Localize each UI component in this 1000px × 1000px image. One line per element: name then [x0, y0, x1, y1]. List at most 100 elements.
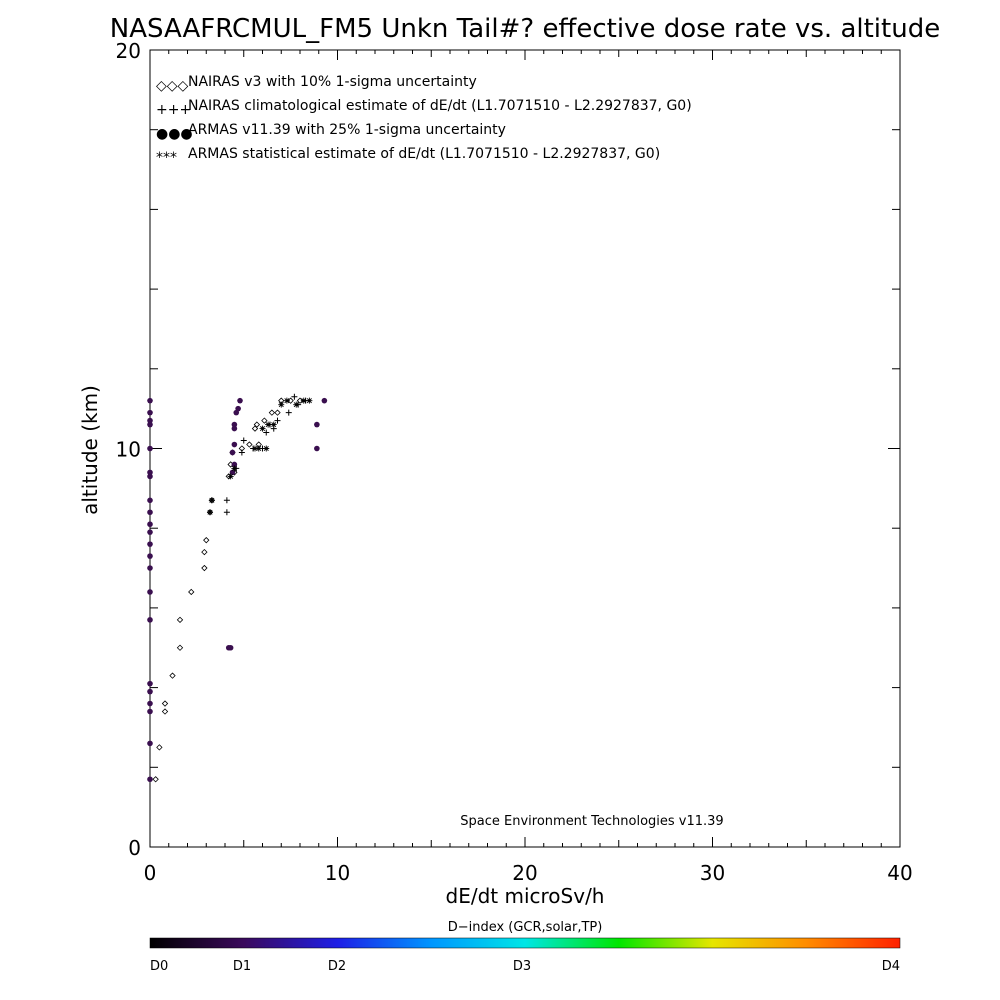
armas-point: [147, 776, 153, 783]
armas-statistical-point: [231, 465, 238, 472]
nairas-v3-point: [169, 672, 176, 679]
armas-point: [314, 421, 320, 428]
nairas-climatological-point: [291, 393, 298, 400]
armas-statistical-point: [207, 509, 213, 516]
armas-statistical-point: [255, 445, 262, 452]
armas-point: [147, 509, 153, 516]
armas-point: [237, 397, 243, 404]
nairas-v3-point: [188, 588, 195, 596]
legend-symbol: ◇◇◇: [156, 78, 189, 94]
x-tick-label: 10: [325, 861, 350, 885]
armas-statistical-point: [278, 401, 285, 408]
armas-statistical-point: [300, 397, 307, 404]
armas-point: [147, 529, 153, 535]
armas-point: [147, 445, 153, 452]
nairas-climatological-point: [285, 409, 292, 416]
credit-text: Space Environment Technologies v11.39: [460, 814, 723, 829]
nairas-v3-point: [246, 441, 253, 448]
legend-symbol: ***: [156, 150, 177, 166]
armas-point: [147, 589, 153, 595]
nairas-climatological-point: [238, 449, 245, 456]
armas-point: [147, 688, 153, 695]
colorbar-label: D2: [328, 959, 346, 974]
nairas-climatological-point: [274, 417, 281, 424]
y-tick-label: 20: [116, 39, 141, 63]
nairas-v3-point: [296, 397, 304, 404]
armas-point: [231, 441, 238, 448]
armas-statistical-point: [208, 497, 215, 504]
y-axis-label: altitude (km): [78, 385, 102, 515]
armas-point: [314, 445, 320, 452]
armas-point: [147, 541, 153, 547]
armas-point: [147, 421, 153, 428]
armas-statistical-point: [265, 421, 272, 428]
nairas-v3-point: [161, 708, 169, 715]
x-axis-label: dE/dt microSv/h: [446, 884, 605, 908]
armas-statistical-point: [263, 445, 270, 452]
armas-point: [147, 521, 153, 528]
y-tick-label: 0: [128, 836, 141, 860]
legend-entry: ARMAS v11.39 with 25% 1-sigma uncertaint…: [188, 122, 506, 138]
nairas-v3-point: [287, 397, 294, 404]
legend-symbol: ●●●: [156, 126, 193, 142]
axis-ticks: [149, 49, 901, 848]
nairas-v3-point: [176, 616, 184, 624]
armas-statistical-point: [283, 397, 290, 404]
armas-statistical-point: [270, 421, 277, 428]
data-points: [147, 393, 328, 783]
x-tick-label: 0: [144, 861, 157, 885]
armas-point: [147, 565, 153, 571]
armas-point: [147, 473, 153, 480]
armas-statistical-point: [259, 425, 266, 432]
nairas-v3-point: [251, 425, 259, 432]
armas-point: [147, 708, 153, 715]
nairas-v3-point: [201, 548, 208, 556]
armas-point: [147, 497, 153, 504]
nairas-climatological-point: [223, 509, 230, 516]
armas-point: [147, 397, 153, 404]
y-tick-labels: 0 10 20: [116, 39, 141, 860]
nairas-v3-point: [268, 409, 276, 416]
colorbar: [149, 937, 901, 949]
armas-point: [321, 397, 328, 404]
colorbar-label: D3: [513, 959, 531, 974]
nairas-v3-point: [261, 417, 268, 424]
x-tick-label: 30: [700, 861, 725, 885]
x-tick-labels: 0 10 20 30 40: [144, 861, 913, 885]
legend: ◇◇◇ NAIRAS v3 with 10% 1-sigma uncertaint…: [156, 74, 692, 166]
armas-statistical-point: [252, 445, 258, 452]
legend-symbol: +++: [156, 102, 191, 118]
nairas-climatological-point: [263, 429, 270, 436]
armas-point: [227, 644, 234, 651]
armas-point: [231, 461, 238, 468]
x-tick-label: 20: [512, 861, 537, 885]
legend-entry: ARMAS statistical estimate of dE/dt (L1.…: [188, 146, 660, 162]
armas-point: [147, 469, 153, 476]
armas-point: [147, 680, 153, 687]
nairas-v3-point: [203, 536, 210, 544]
nairas-v3-point: [201, 564, 208, 572]
armas-point: [231, 425, 238, 432]
colorbar-label: D4: [882, 959, 900, 974]
armas-point: [147, 553, 153, 559]
armas-point: [147, 617, 153, 623]
armas-point: [147, 417, 153, 424]
nairas-v3-point: [176, 644, 184, 651]
nairas-v3-point: [152, 776, 159, 783]
armas-point: [229, 449, 236, 456]
nairas-climatological-point: [240, 437, 247, 444]
armas-statistical-point: [227, 473, 234, 480]
armas-point: [229, 469, 236, 476]
armas-point: [235, 405, 241, 412]
colorbar-labels: D0 D1 D2 D3 D4: [150, 959, 900, 974]
armas-point: [147, 409, 153, 416]
colorbar-label: D1: [233, 959, 251, 974]
x-tick-label: 40: [887, 861, 912, 885]
armas-point: [231, 421, 238, 428]
legend-entry: NAIRAS climatological estimate of dE/dt …: [188, 98, 692, 114]
nairas-v3-point: [161, 700, 169, 707]
nairas-v3-point: [253, 421, 261, 428]
nairas-climatological-point: [223, 497, 230, 504]
nairas-v3-point: [156, 744, 163, 751]
